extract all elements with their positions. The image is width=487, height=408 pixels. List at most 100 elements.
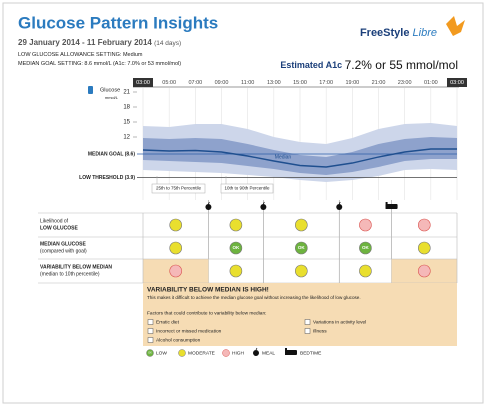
- meal-stem: [338, 201, 341, 205]
- factor: Erratic diet: [156, 319, 180, 325]
- estimate-label: Estimated A1c: [280, 60, 342, 70]
- legend-swatch: [178, 349, 186, 357]
- level-indicator: [229, 264, 243, 278]
- time-box: [447, 78, 467, 87]
- factor: Illness: [313, 328, 327, 334]
- band-label-box: [151, 183, 206, 194]
- checkbox[interactable]: [147, 319, 154, 325]
- y-tick-label: 12: [123, 135, 130, 141]
- setting: LOW GLUCOSE ALLOWANCE SETTING: Medium: [18, 52, 143, 58]
- percentile-band: [143, 123, 457, 182]
- level-indicator: [417, 241, 431, 255]
- band-label-box: [220, 183, 274, 194]
- legend-label: MEAL: [262, 350, 275, 356]
- row-label: LOW GLUCOSE: [40, 225, 78, 231]
- median-line: [142, 148, 457, 168]
- logo-butterfly: [446, 16, 465, 36]
- date-range: 29 January 2014 - 11 February 2014 (14 d…: [18, 38, 181, 47]
- title: Glucose Pattern Insights: [18, 13, 218, 32]
- factor: Variations in activity level: [313, 319, 366, 325]
- x-tick-label: 03:00: [136, 80, 150, 86]
- x-tick-label: 07:00: [188, 80, 202, 86]
- legend-label: HIGH: [232, 350, 245, 356]
- x-tick-label: 19:00: [345, 80, 359, 86]
- y-tick-label: 18: [123, 105, 130, 111]
- legend-swatch: [222, 349, 230, 357]
- factors-title: Factors that could contribute to variabi…: [147, 310, 266, 316]
- alert-text: This makes it difficult to achieve the m…: [147, 295, 361, 300]
- ok-mark: OK: [362, 245, 370, 250]
- x-tick-label: 11:00: [241, 80, 254, 86]
- level-indicator: [169, 241, 183, 255]
- level-indicator: [229, 218, 243, 232]
- checkbox[interactable]: [304, 328, 311, 334]
- checkbox[interactable]: [304, 319, 311, 325]
- estimate: Estimated A1c 7.2% or 55 mmol/mol: [280, 58, 458, 72]
- level-indicator: [417, 264, 431, 278]
- level-indicator: [169, 218, 183, 232]
- bedtime-icon: [385, 204, 398, 209]
- row-label: (compared with goal): [40, 248, 87, 254]
- level-indicator: [169, 264, 183, 278]
- x-tick-label: 03:00: [450, 80, 464, 86]
- bedtime-head: [285, 348, 287, 355]
- reference-label: MEDIAN GOAL (8.6): [88, 151, 135, 157]
- dates: 29 January 2014 - 11 February 2014: [18, 38, 152, 47]
- level-indicator: [359, 264, 372, 278]
- legend-label: MODERATE: [188, 350, 215, 356]
- alert-title: VARIABILITY BELOW MEDIAN IS HIGH!: [147, 287, 269, 294]
- level-indicator: [295, 218, 308, 232]
- row-label: VARIABILITY BELOW MEDIAN: [40, 264, 112, 270]
- x-tick-label: 13:00: [267, 80, 281, 86]
- x-tick-label: 17:00: [319, 80, 333, 86]
- legend-swatch: [146, 349, 154, 357]
- setting-value: Medium: [123, 52, 143, 58]
- y-axis-unit: mmol/L: [105, 95, 119, 100]
- reference-label: LOW THRESHOLD (3.9): [79, 175, 135, 181]
- meal-stem: [208, 201, 210, 205]
- row-label: MEDIAN GLUCOSE: [40, 241, 87, 247]
- row-label: Likelihood of: [40, 218, 69, 224]
- setting-label: LOW GLUCOSE ALLOWANCE SETTING:: [18, 52, 122, 58]
- percentile-band: [143, 137, 457, 175]
- days: (14 days): [154, 40, 181, 47]
- checkbox[interactable]: [147, 328, 154, 334]
- x-tick-label: 09:00: [215, 80, 229, 86]
- meal-icon: [336, 204, 343, 210]
- y-tick-label: 21: [123, 90, 130, 96]
- meal-stem: [255, 347, 258, 351]
- ok-mark: OK: [148, 351, 152, 355]
- x-tick-label: 01:00: [424, 80, 438, 86]
- time-box: [133, 78, 153, 87]
- ok-mark: OK: [298, 245, 306, 250]
- meal-stem: [263, 201, 265, 205]
- row-label: (median to 10th percentile): [40, 271, 100, 277]
- band-label: 10th to 90th Percentile: [224, 186, 270, 191]
- x-tick-label: 23:00: [398, 80, 412, 86]
- estimate-value: 7.2% or 55 mmol/mol: [345, 58, 458, 72]
- meal-icon: [253, 350, 259, 356]
- checkbox[interactable]: [147, 337, 154, 343]
- setting: MEDIAN GOAL SETTING: 8.6 mmol/L (A1c: 7.…: [18, 61, 181, 67]
- glucose-icon: [88, 86, 93, 94]
- meal-icon: [260, 204, 267, 210]
- logo-brand: FreeStyle: [360, 27, 410, 39]
- x-tick-label: 05:00: [162, 80, 176, 86]
- alert-box: [143, 283, 457, 346]
- x-tick-label: 21:00: [372, 80, 386, 86]
- level-indicator: [359, 218, 372, 232]
- setting-value: 8.6 mmol/L (A1c: 7.0% or 53 mmol/mol): [84, 61, 181, 67]
- level-indicator: [359, 241, 372, 255]
- factor: Alcohol consumption: [156, 337, 201, 343]
- factor: Incorrect or missed medication: [156, 328, 222, 334]
- meal-icon: [205, 204, 212, 210]
- level-indicator: [229, 241, 243, 255]
- legend-label: BEDTIME: [300, 350, 321, 356]
- legend-label: LOW: [156, 350, 167, 356]
- bedtime-head: [385, 202, 388, 209]
- y-axis-label: Glucose: [100, 87, 120, 93]
- logo: FreeStyle Libre: [360, 27, 437, 39]
- level-indicator: [295, 241, 308, 255]
- x-tick-label: 15:00: [293, 80, 307, 86]
